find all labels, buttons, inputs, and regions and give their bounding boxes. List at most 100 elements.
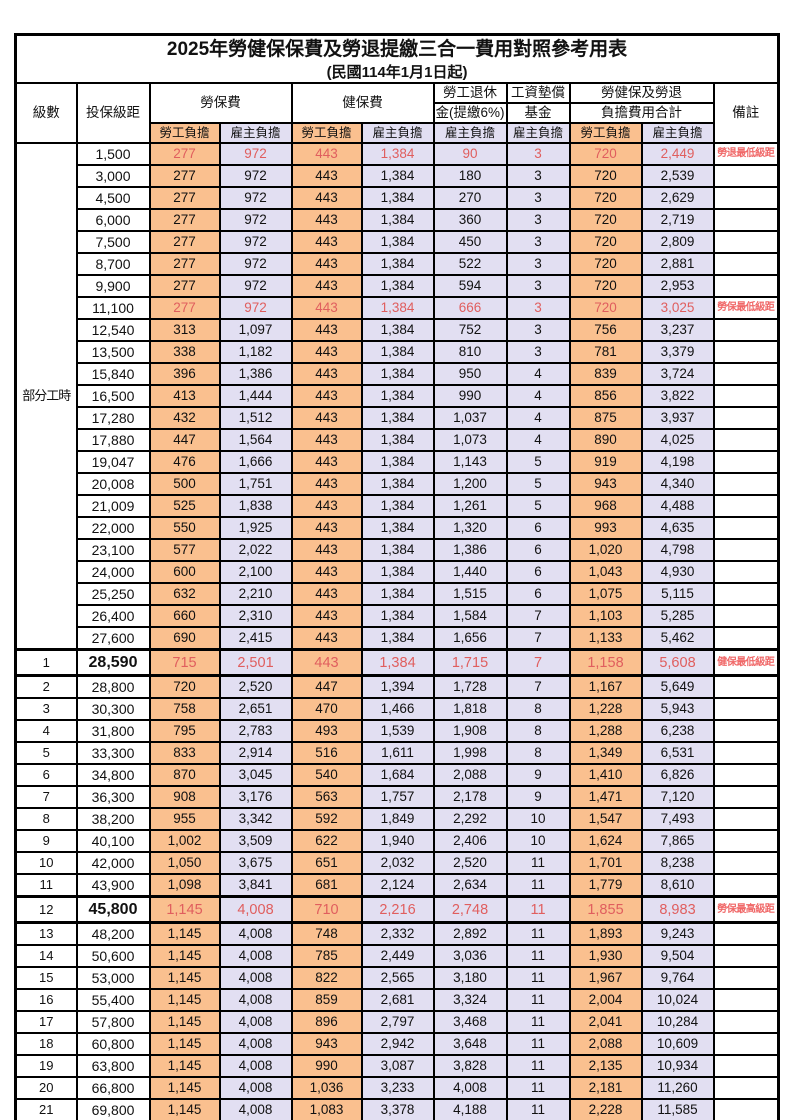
table-row: 18 60,800 1,145 4,008 943 2,942 3,648 11 2,088 10… xyxy=(14,1032,780,1056)
fee-value: 1,320 xyxy=(432,516,508,540)
bracket-value: 36,300 xyxy=(75,785,151,809)
level-number: 17 xyxy=(14,1010,78,1034)
fee-value: 9 xyxy=(505,785,571,809)
fee-value: 5,649 xyxy=(640,674,715,699)
fee-value: 1,167 xyxy=(568,674,643,699)
fee-value: 443 xyxy=(290,142,363,166)
fee-value: 277 xyxy=(148,164,221,188)
table-subtitle: (民國114年1月1日起) xyxy=(326,63,468,81)
fee-value: 540 xyxy=(290,763,363,787)
fee-value: 594 xyxy=(432,274,508,298)
fee-value: 5,943 xyxy=(640,697,715,721)
title-row: 2025年勞健保保費及勞退提繳三合一費用對照參考用表 (民國114年1月1日起) xyxy=(14,33,780,84)
fee-value: 2,449 xyxy=(640,142,715,166)
fee-value: 4,635 xyxy=(640,516,715,540)
fee-value: 443 xyxy=(290,362,363,386)
table-row: 20,008 500 1,751 443 1,384 1,200 5 943 4,340 xyxy=(16,472,780,496)
fee-value: 1,098 xyxy=(148,873,221,898)
header-labor-insurance-group: 勞保費 xyxy=(148,82,293,124)
remark-text xyxy=(712,164,780,188)
level-number: 12 xyxy=(14,895,78,924)
fee-value: 443 xyxy=(290,604,363,628)
fee-value: 1,384 xyxy=(360,164,435,188)
table-row: 21,009 525 1,838 443 1,384 1,261 5 968 4,488 xyxy=(16,494,780,518)
fee-value: 4,008 xyxy=(218,1010,293,1034)
fee-value: 432 xyxy=(148,406,221,430)
fee-value: 11 xyxy=(505,966,571,990)
bracket-value: 19,047 xyxy=(75,450,151,474)
fee-value: 4,488 xyxy=(640,494,715,518)
bracket-value: 60,800 xyxy=(75,1032,151,1056)
fee-value: 990 xyxy=(432,384,508,408)
fee-value: 592 xyxy=(290,807,363,831)
remark-text xyxy=(712,988,780,1012)
table-row: 9 40,100 1,002 3,509 622 1,940 2,406 10 1,624 7,8… xyxy=(14,829,780,853)
fee-value: 943 xyxy=(290,1032,363,1056)
fee-value: 785 xyxy=(290,944,363,968)
fee-value: 525 xyxy=(148,494,221,518)
bracket-value: 17,280 xyxy=(75,406,151,430)
fee-value: 6 xyxy=(505,582,571,606)
remark-text xyxy=(712,674,780,699)
fee-value: 2,332 xyxy=(360,921,435,946)
fee-value: 7,865 xyxy=(640,829,715,853)
fee-value: 1,728 xyxy=(432,674,508,699)
bracket-value: 4,500 xyxy=(75,186,151,210)
fee-value: 443 xyxy=(290,626,363,651)
remark-text xyxy=(712,785,780,809)
table-row: 17,880 447 1,564 443 1,384 1,073 4 890 4,025 xyxy=(16,428,780,452)
fee-value: 3,176 xyxy=(218,785,293,809)
fee-value: 10,609 xyxy=(640,1032,715,1056)
fee-value: 443 xyxy=(290,428,363,452)
level-number: 9 xyxy=(14,829,78,853)
remark-text xyxy=(712,384,780,408)
fee-value: 8 xyxy=(505,719,571,743)
fee-value: 1,386 xyxy=(218,362,293,386)
level-number: 6 xyxy=(14,763,78,787)
fee-value: 2,520 xyxy=(218,674,293,699)
remark-text xyxy=(712,450,780,474)
bracket-value: 30,300 xyxy=(75,697,151,721)
fee-value: 2,634 xyxy=(432,873,508,898)
remark-text xyxy=(712,362,780,386)
fee-value: 1,384 xyxy=(360,274,435,298)
fee-value: 3 xyxy=(505,142,571,166)
table-row: 27,600 690 2,415 443 1,384 1,656 7 1,133 5,462 xyxy=(16,626,780,651)
fee-value: 1,444 xyxy=(218,384,293,408)
fee-value: 443 xyxy=(290,582,363,606)
fee-value: 919 xyxy=(568,450,643,474)
fee-value: 3,180 xyxy=(432,966,508,990)
fee-value: 3 xyxy=(505,252,571,276)
fee-value: 5,285 xyxy=(640,604,715,628)
fee-value: 9 xyxy=(505,763,571,787)
table-row: 22,000 550 1,925 443 1,384 1,320 6 993 4,635 xyxy=(16,516,780,540)
table-row: 部分工時 1,500 277 972 443 1,384 90 3 720 2,449 勞退最低級距 xyxy=(14,142,780,651)
bracket-value: 22,000 xyxy=(75,516,151,540)
remark-text xyxy=(712,318,780,342)
fee-value: 443 xyxy=(290,296,363,320)
table-row: 8 38,200 955 3,342 592 1,849 2,292 10 1,547 7,493 xyxy=(14,807,780,831)
fee-value: 2,310 xyxy=(218,604,293,628)
bracket-value: 3,000 xyxy=(75,164,151,188)
fee-value: 360 xyxy=(432,208,508,232)
fee-value: 522 xyxy=(432,252,508,276)
header-health-employee-burden: 勞工負擔 xyxy=(290,122,363,144)
fee-value: 4,008 xyxy=(218,921,293,946)
premium-reference-table: 2025年勞健保保費及勞退提繳三合一費用對照參考用表 (民國114年1月1日起)… xyxy=(14,33,781,1120)
table-row: 7,500 277 972 443 1,384 450 3 720 2,809 xyxy=(16,230,780,254)
fee-value: 3,509 xyxy=(218,829,293,853)
fee-value: 2,565 xyxy=(360,966,435,990)
fee-value: 4,008 xyxy=(218,966,293,990)
bracket-value: 28,800 xyxy=(75,674,151,699)
fee-value: 1,133 xyxy=(568,626,643,651)
fee-value: 1,384 xyxy=(360,538,435,562)
remark-text xyxy=(712,966,780,990)
level-number: 13 xyxy=(14,921,78,946)
fee-value: 1,998 xyxy=(432,741,508,765)
fee-value: 1,002 xyxy=(148,829,221,853)
fee-value: 6 xyxy=(505,516,571,540)
fee-value: 3,237 xyxy=(640,318,715,342)
fee-value: 2,181 xyxy=(568,1076,643,1100)
level-number: 14 xyxy=(14,944,78,968)
header-bracket: 投保級距 xyxy=(75,82,151,144)
